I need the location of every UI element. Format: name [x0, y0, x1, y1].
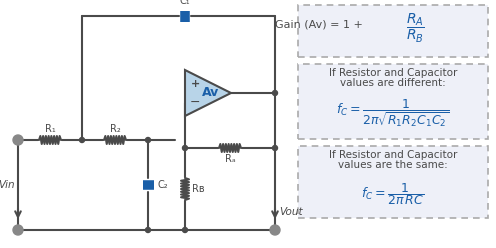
- Text: −: −: [190, 96, 200, 109]
- Text: $\dfrac{R_A}{R_B}$: $\dfrac{R_A}{R_B}$: [406, 12, 425, 45]
- Text: If Resistor and Capacitor: If Resistor and Capacitor: [329, 150, 457, 160]
- Text: If Resistor and Capacitor: If Resistor and Capacitor: [329, 68, 457, 78]
- FancyBboxPatch shape: [298, 5, 488, 57]
- Circle shape: [13, 225, 23, 235]
- FancyBboxPatch shape: [298, 64, 488, 139]
- Circle shape: [270, 225, 280, 235]
- Text: R₁: R₁: [45, 124, 56, 134]
- Text: values are different:: values are different:: [340, 79, 446, 89]
- Text: Vin: Vin: [0, 180, 15, 190]
- Text: C₁: C₁: [180, 0, 190, 6]
- Text: Vout: Vout: [279, 207, 303, 217]
- Circle shape: [145, 227, 150, 233]
- Circle shape: [272, 91, 277, 95]
- Circle shape: [272, 146, 277, 151]
- Text: +: +: [190, 79, 200, 89]
- Text: Av: Av: [202, 87, 219, 99]
- Circle shape: [79, 137, 84, 143]
- Circle shape: [183, 227, 187, 233]
- Text: R₂: R₂: [110, 124, 121, 134]
- Polygon shape: [185, 70, 231, 116]
- Text: $f_C = \dfrac{1}{2\pi\,RC}$: $f_C = \dfrac{1}{2\pi\,RC}$: [362, 181, 425, 207]
- Circle shape: [183, 146, 187, 151]
- Text: values are the same:: values are the same:: [338, 160, 448, 170]
- Text: Rₐ: Rₐ: [225, 154, 235, 164]
- Circle shape: [145, 137, 150, 143]
- Text: Gain (Av) = 1 +: Gain (Av) = 1 +: [275, 20, 367, 30]
- Text: C₂: C₂: [158, 180, 168, 190]
- FancyBboxPatch shape: [298, 146, 488, 218]
- Text: Rʙ: Rʙ: [192, 184, 204, 194]
- Text: $f_C = \dfrac{1}{2\pi\sqrt{R_1 R_2 C_1 C_2}}$: $f_C = \dfrac{1}{2\pi\sqrt{R_1 R_2 C_1 C…: [336, 97, 449, 129]
- Circle shape: [13, 135, 23, 145]
